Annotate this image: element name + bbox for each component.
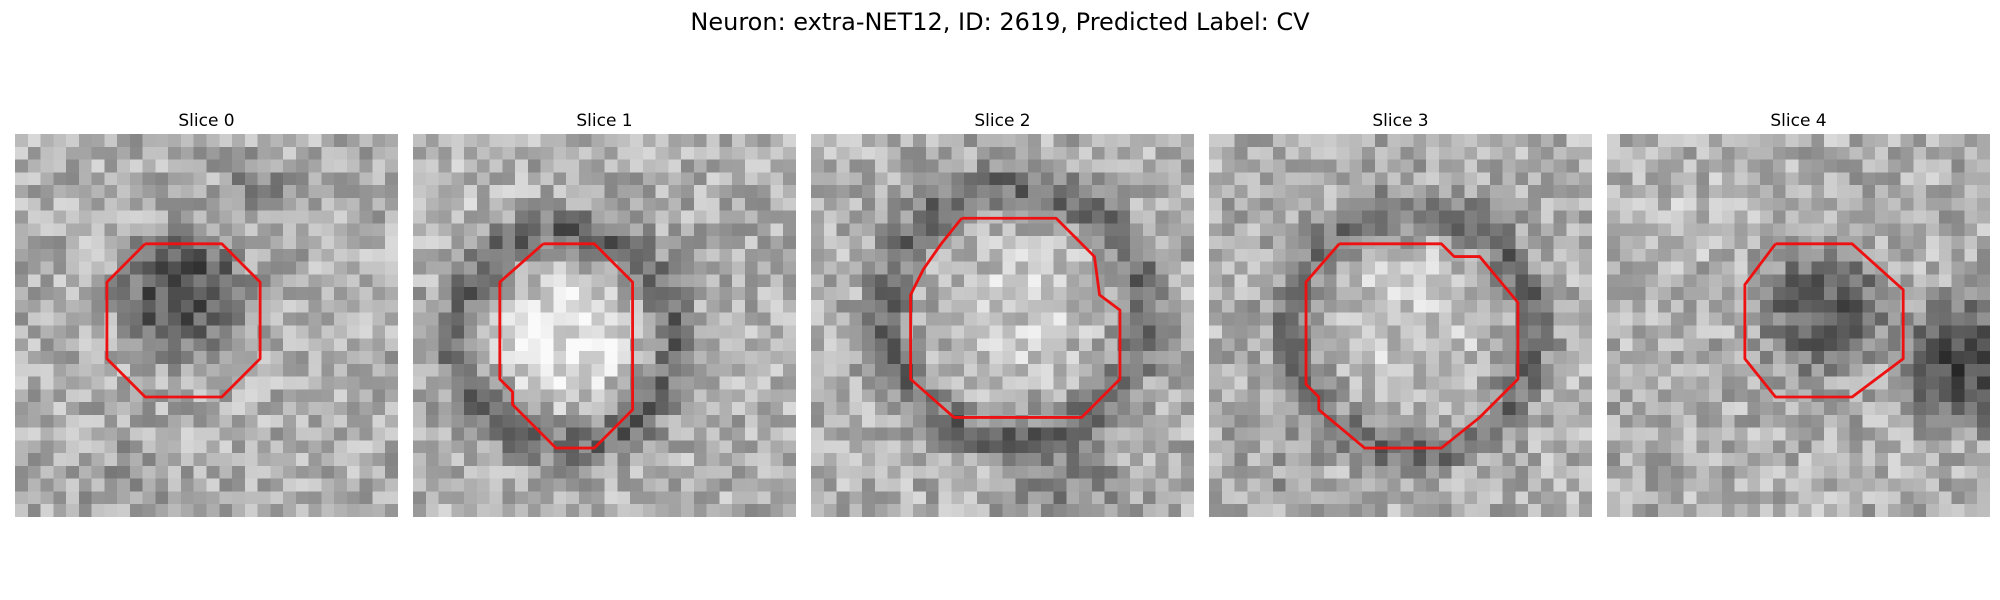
slice-title: Slice 3 [1372,111,1429,131]
slice-panel-3: Slice 3 [1209,108,1592,517]
roi-outline [1304,242,1520,450]
slice-panel-0: Slice 0 [15,108,398,517]
roi-outline [909,216,1122,419]
figure-title: Neuron: extra-NET12, ID: 2619, Predicted… [690,8,1310,36]
slice-title: Slice 0 [178,111,235,131]
slice-image [1607,134,1990,517]
roi-outline [105,242,262,399]
slice-title: Slice 1 [576,111,633,131]
roi-outline [498,242,634,450]
slice-title: Slice 4 [1770,111,1827,131]
slice-panel-1: Slice 1 [413,108,796,517]
slice-panel-2: Slice 2 [811,108,1194,517]
slice-title: Slice 2 [974,111,1031,131]
slice-image [413,134,796,517]
slice-image [811,134,1194,517]
roi-outline [1743,242,1905,399]
slice-image [15,134,398,517]
slice-panel-4: Slice 4 [1607,108,1990,517]
slice-image [1209,134,1592,517]
